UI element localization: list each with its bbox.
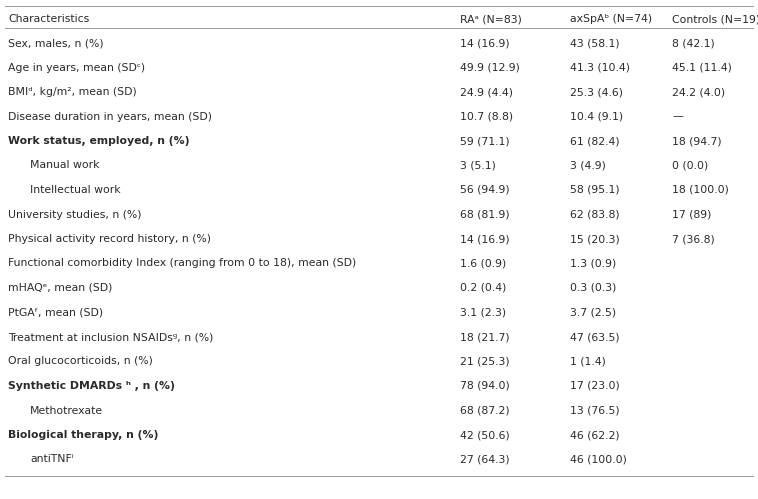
Text: Synthetic DMARDs ʰ , n (%): Synthetic DMARDs ʰ , n (%) (8, 381, 175, 391)
Text: 78 (94.0): 78 (94.0) (460, 381, 509, 391)
Text: 14 (16.9): 14 (16.9) (460, 38, 509, 48)
Text: 15 (20.3): 15 (20.3) (570, 234, 620, 244)
Text: Manual work: Manual work (30, 161, 99, 171)
Text: 24.2 (4.0): 24.2 (4.0) (672, 87, 725, 97)
Text: 18 (100.0): 18 (100.0) (672, 185, 729, 195)
Text: 21 (25.3): 21 (25.3) (460, 356, 509, 366)
Text: 18 (94.7): 18 (94.7) (672, 136, 722, 146)
Text: University studies, n (%): University studies, n (%) (8, 210, 142, 220)
Text: 25.3 (4.6): 25.3 (4.6) (570, 87, 623, 97)
Text: Methotrexate: Methotrexate (30, 406, 103, 416)
Text: 10.7 (8.8): 10.7 (8.8) (460, 111, 513, 121)
Text: 3 (5.1): 3 (5.1) (460, 161, 496, 171)
Text: Sex, males, n (%): Sex, males, n (%) (8, 38, 104, 48)
Text: 1.6 (0.9): 1.6 (0.9) (460, 258, 506, 268)
Text: 46 (62.2): 46 (62.2) (570, 430, 619, 440)
Text: axSpAᵇ (N=74): axSpAᵇ (N=74) (570, 14, 652, 24)
Text: Intellectual work: Intellectual work (30, 185, 121, 195)
Text: 43 (58.1): 43 (58.1) (570, 38, 619, 48)
Text: RAᵃ (N=83): RAᵃ (N=83) (460, 14, 522, 24)
Text: 10.4 (9.1): 10.4 (9.1) (570, 111, 623, 121)
Text: 17 (89): 17 (89) (672, 210, 711, 220)
Text: 56 (94.9): 56 (94.9) (460, 185, 509, 195)
Text: —: — (672, 111, 683, 121)
Text: 68 (87.2): 68 (87.2) (460, 406, 509, 416)
Text: 47 (63.5): 47 (63.5) (570, 332, 619, 342)
Text: 61 (82.4): 61 (82.4) (570, 136, 619, 146)
Text: 68 (81.9): 68 (81.9) (460, 210, 509, 220)
Text: 58 (95.1): 58 (95.1) (570, 185, 619, 195)
Text: 18 (21.7): 18 (21.7) (460, 332, 509, 342)
Text: Characteristics: Characteristics (8, 14, 89, 24)
Text: 46 (100.0): 46 (100.0) (570, 455, 627, 465)
Text: 62 (83.8): 62 (83.8) (570, 210, 619, 220)
Text: 8 (42.1): 8 (42.1) (672, 38, 715, 48)
Text: BMIᵈ, kg/m², mean (SD): BMIᵈ, kg/m², mean (SD) (8, 87, 136, 97)
Text: Disease duration in years, mean (SD): Disease duration in years, mean (SD) (8, 111, 212, 121)
Text: 24.9 (4.4): 24.9 (4.4) (460, 87, 513, 97)
Text: 49.9 (12.9): 49.9 (12.9) (460, 62, 520, 72)
Text: Biological therapy, n (%): Biological therapy, n (%) (8, 430, 158, 440)
Text: 0.2 (0.4): 0.2 (0.4) (460, 283, 506, 293)
Text: 3.7 (2.5): 3.7 (2.5) (570, 307, 616, 317)
Text: 0.3 (0.3): 0.3 (0.3) (570, 283, 616, 293)
Text: 45.1 (11.4): 45.1 (11.4) (672, 62, 732, 72)
Text: 14 (16.9): 14 (16.9) (460, 234, 509, 244)
Text: 13 (76.5): 13 (76.5) (570, 406, 619, 416)
Text: 7 (36.8): 7 (36.8) (672, 234, 715, 244)
Text: Work status, employed, n (%): Work status, employed, n (%) (8, 136, 190, 146)
Text: Age in years, mean (SDᶜ): Age in years, mean (SDᶜ) (8, 62, 145, 72)
Text: Oral glucocorticoids, n (%): Oral glucocorticoids, n (%) (8, 356, 153, 366)
Text: 42 (50.6): 42 (50.6) (460, 430, 509, 440)
Text: 17 (23.0): 17 (23.0) (570, 381, 620, 391)
Text: mHAQᵉ, mean (SD): mHAQᵉ, mean (SD) (8, 283, 112, 293)
Text: 0 (0.0): 0 (0.0) (672, 161, 708, 171)
Text: 41.3 (10.4): 41.3 (10.4) (570, 62, 630, 72)
Text: 3.1 (2.3): 3.1 (2.3) (460, 307, 506, 317)
Text: 59 (71.1): 59 (71.1) (460, 136, 509, 146)
Text: 27 (64.3): 27 (64.3) (460, 455, 509, 465)
Text: PtGAᶠ, mean (SD): PtGAᶠ, mean (SD) (8, 307, 103, 317)
Text: Treatment at inclusion NSAIDsᵍ, n (%): Treatment at inclusion NSAIDsᵍ, n (%) (8, 332, 213, 342)
Text: antiTNFⁱ: antiTNFⁱ (30, 455, 74, 465)
Text: Physical activity record history, n (%): Physical activity record history, n (%) (8, 234, 211, 244)
Text: 1 (1.4): 1 (1.4) (570, 356, 606, 366)
Text: 1.3 (0.9): 1.3 (0.9) (570, 258, 616, 268)
Text: Controls (N=19): Controls (N=19) (672, 14, 758, 24)
Text: Functional comorbidity Index (ranging from 0 to 18), mean (SD): Functional comorbidity Index (ranging fr… (8, 258, 356, 268)
Text: 3 (4.9): 3 (4.9) (570, 161, 606, 171)
